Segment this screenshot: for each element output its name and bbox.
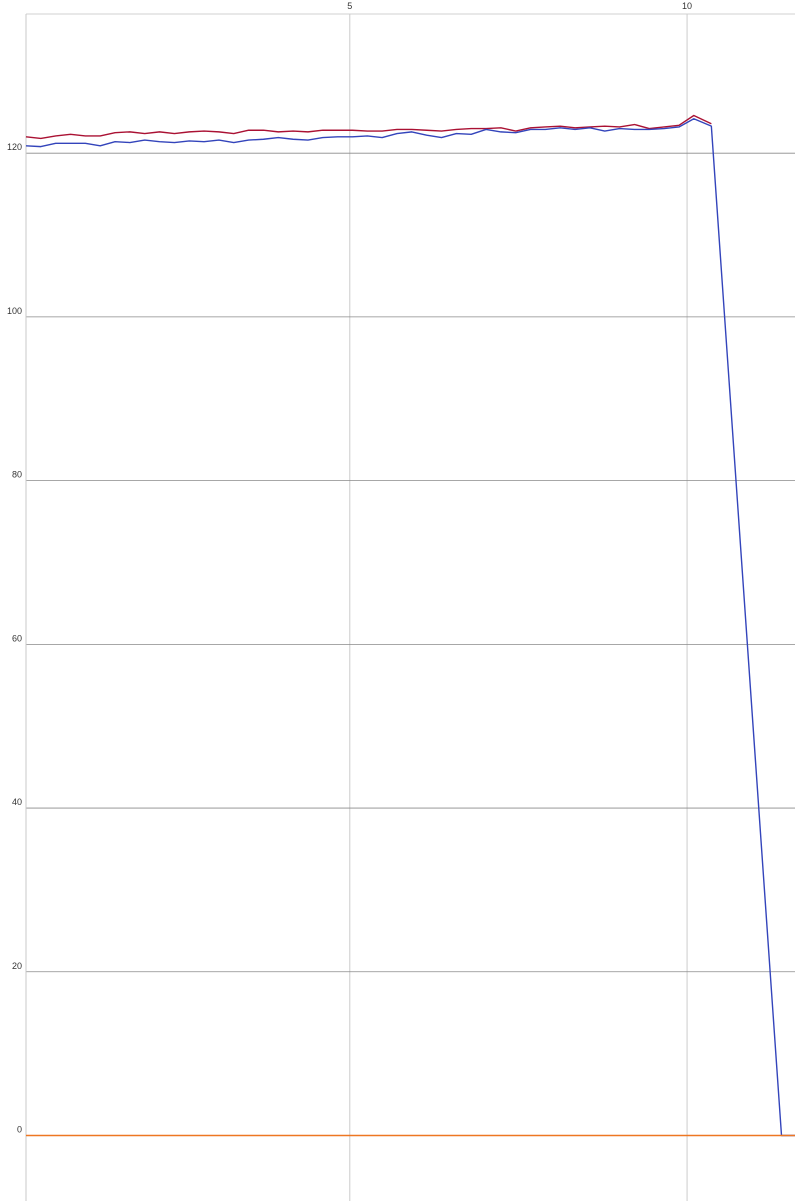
y-tick-label: 100 xyxy=(7,306,22,316)
y-tick-label: 40 xyxy=(12,797,22,807)
y-tick-label: 0 xyxy=(17,1125,22,1135)
vertical-gridlines xyxy=(349,14,688,1201)
y-tick-label: 80 xyxy=(12,470,22,480)
y-tick-labels: 0 20 40 60 80 100 120 xyxy=(7,142,22,1134)
series-line-1 xyxy=(25,114,712,140)
x-tick-labels: 5 10 xyxy=(347,1,692,11)
series-layer xyxy=(25,114,795,1137)
y-tick-label: 20 xyxy=(12,961,22,971)
x-tick-label: 5 xyxy=(347,1,352,11)
y-tick-label: 120 xyxy=(7,142,22,152)
y-tick-label: 60 xyxy=(12,633,22,643)
x-tick-label: 10 xyxy=(682,1,692,11)
horizontal-gridlines xyxy=(26,152,795,1136)
series-line-0 xyxy=(25,118,795,1137)
